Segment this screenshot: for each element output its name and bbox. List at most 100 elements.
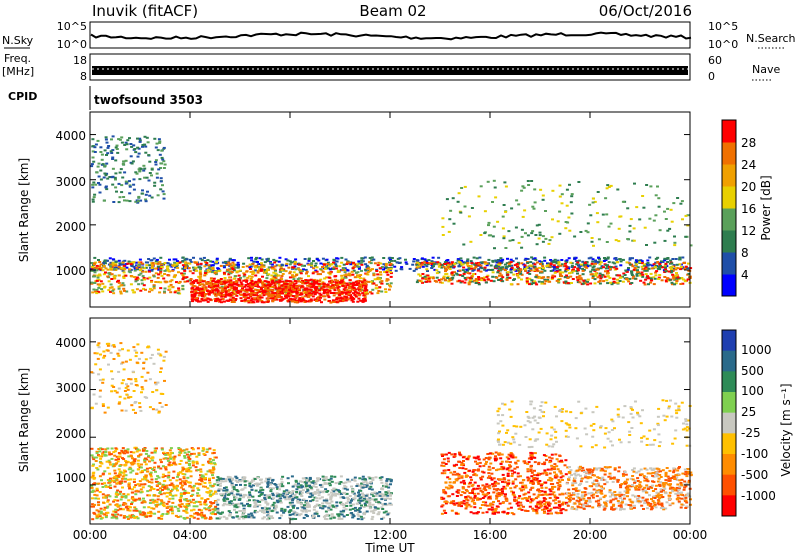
heatmap-cell [495,267,499,270]
heatmap-cell [95,515,99,518]
heatmap-cell [189,470,193,473]
heatmap-cell [92,288,96,291]
heatmap-cell [113,266,117,269]
heatmap-cell [119,284,123,287]
heatmap-cell [155,447,158,450]
heatmap-cell [240,285,243,287]
heatmap-cell [466,264,470,267]
heatmap-cell [136,155,140,158]
heatmap-cell [212,449,216,452]
heatmap-cell [95,267,99,270]
heatmap-cell [654,257,658,260]
heatmap-cell [146,277,150,280]
heatmap-cell [360,257,364,260]
heatmap-cell [234,286,238,289]
heatmap-cell [138,449,142,452]
heatmap-cell [315,270,319,273]
heatmap-cell [557,278,561,280]
heatmap-cell [314,486,318,488]
heatmap-cell [197,494,201,497]
heatmap-cell [609,222,613,225]
heatmap-cell [110,286,114,289]
heatmap-cell [163,280,167,283]
heatmap-cell [412,269,416,272]
heatmap-cell [632,227,636,230]
heatmap-cell [142,500,146,503]
heatmap-cell [147,481,151,483]
heatmap-cell [504,269,507,272]
heatmap-cell [329,282,333,284]
heatmap-cell [161,473,165,476]
heatmap-cell [184,261,188,264]
heatmap-cell [184,498,188,500]
heatmap-cell [619,215,623,218]
heatmap-cell [343,295,347,298]
heatmap-cell [505,278,509,281]
heatmap-cell [245,290,249,293]
heatmap-cell [166,491,169,494]
heatmap-cell [249,512,253,515]
heatmap-cell [91,476,95,479]
heatmap-cell [577,264,581,267]
power-colorbar-swatch [722,164,736,187]
heatmap-cell [282,268,286,271]
heatmap-cell [261,275,264,278]
heatmap-cell [384,291,388,293]
heatmap-cell [207,506,211,509]
heatmap-cell [121,163,125,165]
heatmap-cell [149,259,153,262]
heatmap-cell [142,277,146,279]
heatmap-cell [556,220,560,223]
heatmap-cell [133,460,137,463]
heatmap-cell [270,482,273,485]
heatmap-cell [95,487,99,490]
heatmap-cell [159,458,163,461]
heatmap-cell [357,294,361,297]
heatmap-cell [202,284,206,287]
heatmap-cell [675,263,679,266]
heatmap-cell [91,291,95,294]
heatmap-cell [501,280,505,283]
heatmap-cell [483,232,487,235]
heatmap-cell [194,482,198,485]
heatmap-cell [204,263,208,266]
heatmap-cell [121,269,125,272]
heatmap-cell [155,501,159,504]
heatmap-cell [133,516,137,519]
heatmap-cell [316,289,319,292]
heatmap-cell [159,263,163,266]
heatmap-cell [652,283,656,286]
heatmap-cell [659,265,662,267]
heatmap-cell [421,265,425,268]
heatmap-cell [278,271,282,273]
heatmap-cell [95,452,99,455]
heatmap-cell [290,518,294,521]
heatmap-cell [112,275,116,278]
heatmap-cell [166,488,170,491]
heatmap-cell [508,276,512,279]
heatmap-cell [457,192,461,195]
heatmap-cell [308,291,312,294]
heatmap-cell [192,508,196,511]
heatmap-cell [687,272,691,275]
heatmap-cell [117,274,121,277]
heatmap-cell [304,477,308,480]
heatmap-cell [485,275,489,278]
heatmap-cell [578,274,582,277]
heatmap-cell [209,277,213,280]
heatmap-cell [593,282,597,285]
heatmap-cell [177,454,181,457]
heatmap-cell [383,271,387,273]
heatmap-cell [170,464,174,466]
heatmap-cell [159,256,163,259]
heatmap-cell [120,477,124,480]
heatmap-cell [426,274,430,277]
heatmap-cell [465,268,469,271]
heatmap-cell [284,264,288,267]
heatmap-cell [111,258,115,261]
heatmap-cell [345,289,349,291]
heatmap-cell [186,476,190,479]
heatmap-cell [540,277,544,280]
heatmap-cell [286,285,290,288]
heatmap-cell [228,263,232,266]
